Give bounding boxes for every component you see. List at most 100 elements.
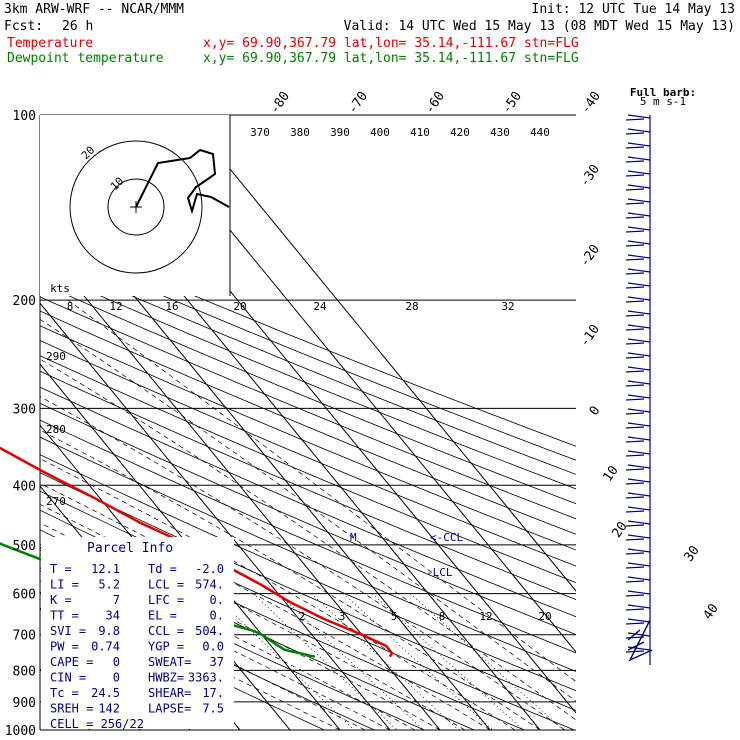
lcl-marker-label: <-CCL <box>430 531 463 544</box>
dry-adiabat-line <box>40 386 576 618</box>
hodograph-trace <box>135 148 230 215</box>
barb-legend-title: Full barb: <box>630 86 696 99</box>
isotherm-label: 30 <box>681 543 702 564</box>
isotherm-label: -20 <box>577 242 603 270</box>
pressure-tick-label: 600 <box>13 588 36 603</box>
mixing-ratio-line <box>253 593 398 730</box>
isotherm-label: -80 <box>267 89 293 117</box>
isotherm-label: -50 <box>499 89 525 117</box>
dry-adiabat-label: 290 <box>46 350 66 363</box>
dry-adiabat-label: 270 <box>46 495 66 508</box>
wind-barb <box>625 170 651 177</box>
wind-barb <box>625 436 651 443</box>
dry-adiabat-label: 410 <box>410 126 430 139</box>
wind-barbs <box>625 114 653 665</box>
wind-barb <box>625 478 651 485</box>
parcel-info-panel: Parcel Info T = 12.1 Td = -2.0 LI = 5.2 LCL = 5… <box>41 537 234 731</box>
isotherm-label: -60 <box>422 89 448 117</box>
wind-barb <box>625 212 651 219</box>
parcel-info-value: 34 <box>106 609 120 623</box>
parcel-info-value: K = <box>50 593 72 607</box>
hodograph-speed-label: 8 <box>67 300 74 313</box>
dry-adiabat-line <box>40 472 576 711</box>
parcel-info-value: 0 <box>113 671 120 685</box>
wind-barb <box>625 142 651 149</box>
parcel-info-value: Td = <box>148 562 177 576</box>
dry-adiabat-line <box>40 591 326 730</box>
parcel-info-value: 0. <box>210 593 224 607</box>
wind-barb <box>625 128 651 135</box>
dry-adiabat-line <box>40 282 576 505</box>
parcel-info-value: 0.0 <box>202 640 224 654</box>
parcel-info-value: Tc = <box>50 686 79 700</box>
isotherm-label: -70 <box>345 89 371 117</box>
parcel-info-value: LAPSE= <box>148 702 191 716</box>
parcel-info-value: SVI = <box>50 624 86 638</box>
wind-barb <box>625 184 651 191</box>
wind-barb <box>625 240 651 247</box>
dry-adiabat-label: 370 <box>250 126 270 139</box>
pressure-tick-label: 800 <box>13 664 36 679</box>
dry-adiabat-label: 400 <box>370 126 390 139</box>
wind-barb <box>625 394 651 401</box>
parcel-info-value: 24.5 <box>91 686 120 700</box>
isotherm-line <box>40 363 341 730</box>
dry-adiabat-line <box>40 402 576 635</box>
hodograph-speed-label: 12 <box>109 300 122 313</box>
wind-barb <box>625 576 651 583</box>
wind-barb <box>625 156 651 163</box>
dewpoint-location: x,y= 69.90,367.79 lat,lon= 35.14,-111.67… <box>203 51 579 66</box>
dry-adiabat-label: 280 <box>46 423 66 436</box>
parcel-info-value: 574. <box>195 578 224 592</box>
dry-adiabat-line <box>40 370 576 600</box>
wind-barb <box>625 562 651 569</box>
dry-adiabat-line <box>40 355 576 584</box>
dry-adiabat-line <box>40 454 576 692</box>
parcel-info-value: 0. <box>210 609 224 623</box>
sounding-profiles <box>0 446 394 658</box>
dry-adiabat-line <box>40 436 576 672</box>
hodograph-speed-label: 32 <box>501 300 514 313</box>
wind-barb <box>627 619 653 662</box>
barb-legend-units: 5 m s-1 <box>640 95 686 108</box>
hodograph-background <box>40 115 230 296</box>
forecast-label: Fcst: <box>4 19 43 34</box>
parcel-info-value: 3363. <box>188 671 224 685</box>
parcel-info-value: 7.5 <box>202 702 224 716</box>
parcel-info-value: CIN = <box>50 671 86 685</box>
parcel-info-value: 0.74 <box>91 640 120 654</box>
mixing-ratio-line <box>311 593 460 730</box>
dry-adiabat-line <box>40 255 576 475</box>
parcel-info-value: 504. <box>195 624 224 638</box>
parcel-info-value: TT = <box>50 609 79 623</box>
parcel-info-value: CAPE = <box>50 655 93 669</box>
dry-adiabat-label: 440 <box>530 126 550 139</box>
wind-barb <box>625 408 651 415</box>
wind-barb <box>625 338 651 345</box>
parcel-info-value: PW = <box>50 640 79 654</box>
dry-adiabat-label: 430 <box>490 126 510 139</box>
wind-barb <box>625 632 651 639</box>
wind-barb <box>625 282 651 289</box>
hodograph-speed-label: 28 <box>405 300 418 313</box>
hodograph-ring <box>107 178 165 236</box>
dewpoint-legend: Dewpoint temperature <box>7 51 164 66</box>
mixing-ratio-label: 3 <box>339 610 346 623</box>
hodograph-speed-label: 16 <box>165 300 178 313</box>
hodograph-speed-label: kts <box>50 282 70 295</box>
wind-barb <box>625 534 651 541</box>
pressure-tick-label: 1000 <box>5 724 36 739</box>
lcl-marker-label: M <box>350 531 357 544</box>
isotherm-label: 40 <box>700 601 721 622</box>
wind-barb <box>625 618 651 625</box>
isotherm-label: -30 <box>577 162 603 190</box>
wind-barb <box>625 548 651 555</box>
wind-barb <box>625 450 651 457</box>
dry-adiabat-line <box>40 268 576 490</box>
mixing-ratio-label: 2 <box>299 610 306 623</box>
parcel-info-value: CCL = <box>148 624 184 638</box>
moist-adiabat-line <box>40 396 566 730</box>
mixing-ratio-label: 5 <box>391 610 398 623</box>
hodograph-speed-label: 24 <box>313 300 327 313</box>
